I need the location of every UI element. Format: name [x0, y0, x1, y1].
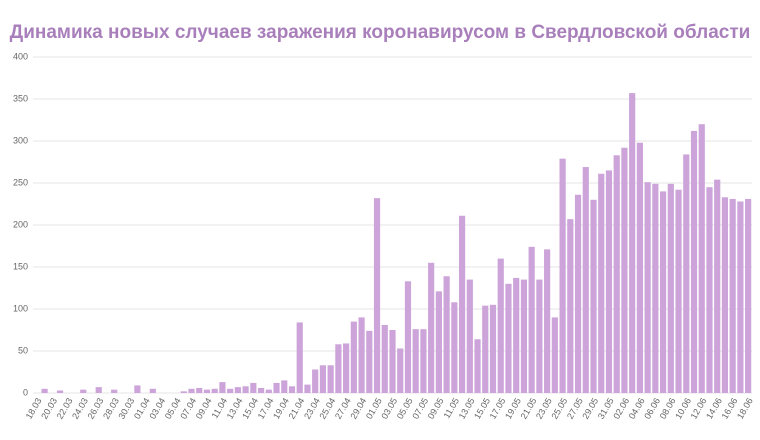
bar: [412, 329, 419, 393]
bar: [111, 389, 118, 393]
bar: [281, 380, 288, 393]
bar: [466, 279, 473, 393]
bar: [667, 183, 674, 393]
bar: [675, 189, 682, 393]
bar: [234, 387, 241, 393]
bar: [327, 365, 334, 393]
bar: [505, 283, 512, 393]
bar: [737, 201, 744, 393]
bar: [203, 389, 211, 393]
y-tick-label: 0: [23, 387, 28, 397]
bar: [714, 179, 721, 393]
bar: [474, 339, 481, 393]
bar: [598, 173, 605, 393]
bar: [721, 197, 729, 393]
bar: [551, 317, 558, 393]
chart-title: Динамика новых случаев заражения коронав…: [10, 22, 751, 43]
y-tick-label: 250: [13, 177, 28, 187]
bar: [590, 199, 597, 393]
bar: [366, 330, 373, 393]
bar: [188, 388, 195, 393]
bar: [428, 262, 435, 393]
bar: [343, 343, 350, 393]
bar: [706, 187, 713, 393]
bar: [513, 277, 520, 393]
bar: [435, 291, 442, 393]
bar: [544, 249, 551, 393]
x-tick-label: 18.06: [735, 396, 755, 421]
bar: [56, 390, 64, 393]
bar: [227, 388, 234, 393]
y-tick-label: 350: [13, 93, 28, 103]
bar: [242, 386, 249, 393]
bar: [559, 158, 566, 393]
bar: [273, 382, 280, 393]
bar: [257, 387, 265, 393]
bar: [536, 279, 543, 393]
bar: [250, 382, 257, 393]
bar: [312, 369, 319, 393]
bar: [443, 276, 450, 393]
bar: [196, 387, 203, 393]
bar: [652, 183, 659, 393]
y-tick-label: 300: [13, 135, 28, 145]
bar: [41, 388, 48, 393]
bar: [350, 321, 357, 393]
bar: [319, 365, 327, 393]
bar: [404, 281, 412, 393]
y-tick-label: 200: [13, 219, 28, 229]
bar: [582, 167, 589, 393]
bar: [644, 182, 651, 393]
bar: [288, 386, 296, 393]
bar: [497, 258, 504, 393]
bar: [296, 322, 303, 393]
bar: [373, 198, 381, 393]
bar: [605, 170, 613, 393]
bar: [358, 317, 365, 393]
bar: [134, 385, 141, 393]
bar: [683, 154, 690, 393]
bar: [420, 329, 427, 393]
bar: [621, 147, 628, 393]
bar: [149, 388, 156, 393]
bar: [482, 305, 489, 393]
y-tick-label: 50: [18, 345, 28, 355]
x-tick-label: 09.05: [426, 396, 446, 421]
bar: [520, 279, 528, 393]
bar: [729, 198, 736, 393]
bar: [698, 124, 705, 393]
y-tick-label: 400: [13, 51, 28, 61]
bar: [613, 155, 620, 393]
bar: [458, 215, 466, 393]
y-tick-label: 150: [13, 261, 28, 271]
bar: [636, 142, 643, 393]
bar: [690, 130, 698, 394]
bar: [335, 344, 342, 393]
bar: [659, 191, 667, 393]
bar: [219, 382, 226, 393]
bar: [489, 304, 497, 393]
bar: [745, 198, 752, 393]
y-tick-label: 100: [13, 303, 28, 313]
bar: [389, 330, 396, 393]
bar: [80, 389, 87, 393]
bar: [180, 391, 187, 393]
bar: [574, 194, 582, 393]
bar: [95, 387, 102, 393]
bar: [397, 348, 404, 393]
bar: [265, 389, 272, 393]
x-tick-label: 09.04: [194, 396, 214, 421]
bar: [629, 93, 636, 394]
bar: [381, 324, 388, 393]
bar: [567, 219, 574, 393]
bar: [211, 388, 218, 393]
bar: [451, 302, 458, 393]
bar: [528, 246, 535, 393]
bar: [304, 384, 311, 393]
